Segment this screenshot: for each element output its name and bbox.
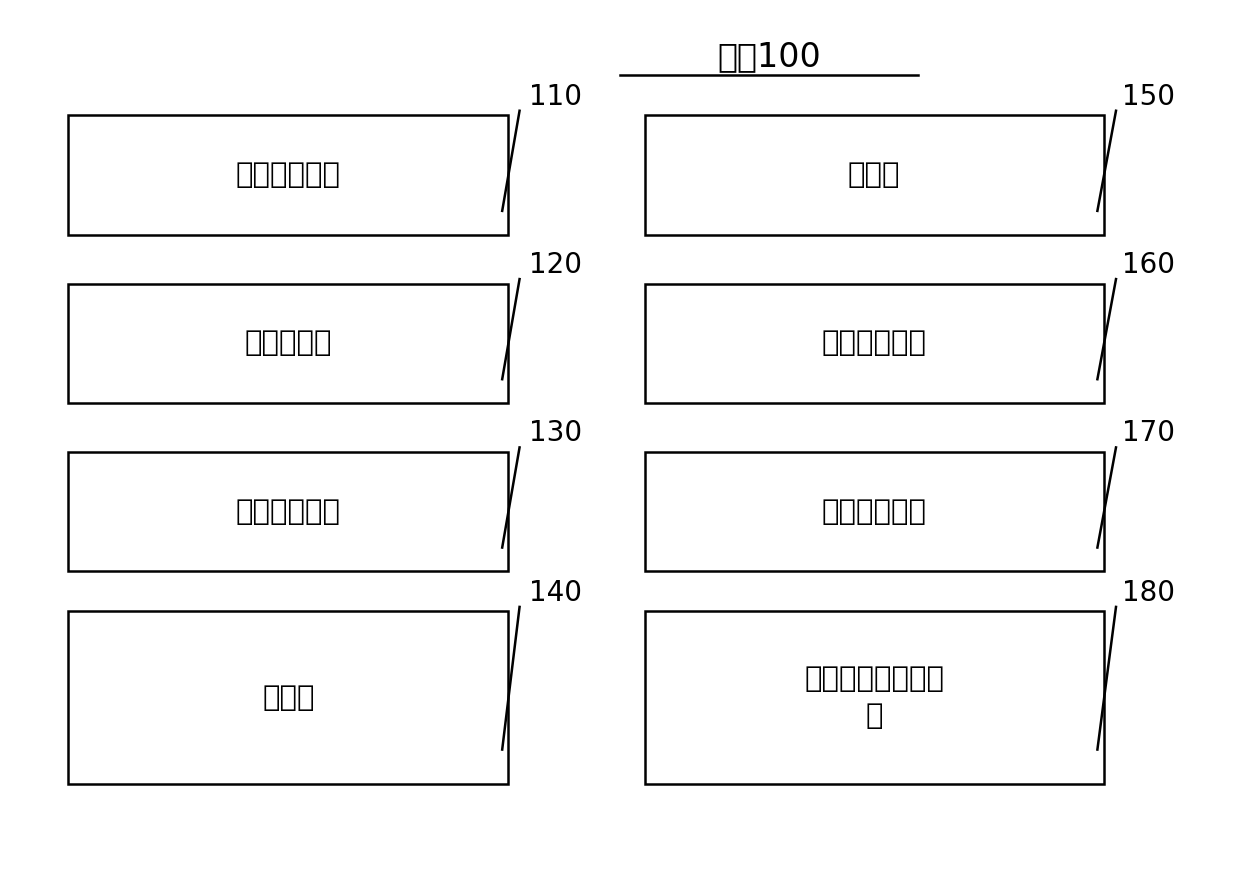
Bar [68, 115, 508, 235]
Text: 焊钉排队机构: 焊钉排队机构 [822, 498, 926, 525]
Text: 150: 150 [1122, 82, 1176, 111]
Text: 控制器: 控制器 [848, 161, 900, 189]
Text: 六自由度工业机器
人: 六自由度工业机器 人 [805, 665, 944, 730]
Text: 系统100: 系统100 [717, 40, 821, 73]
Bar [645, 452, 1104, 571]
Text: 180: 180 [1122, 579, 1176, 607]
Text: 140: 140 [529, 579, 583, 607]
Text: 视觉采集模块: 视觉采集模块 [236, 498, 341, 525]
Bar [645, 284, 1104, 403]
Bar [68, 452, 508, 571]
Text: 170: 170 [1122, 419, 1176, 447]
Text: 数据获取模块: 数据获取模块 [236, 161, 341, 189]
Text: 120: 120 [529, 251, 583, 279]
Text: 110: 110 [529, 82, 583, 111]
Text: 160: 160 [1122, 251, 1176, 279]
Bar [645, 115, 1104, 235]
Text: 标牌排队机构: 标牌排队机构 [822, 330, 926, 357]
Text: 标牌打印机: 标牌打印机 [244, 330, 332, 357]
Bar [68, 611, 508, 784]
Text: 130: 130 [529, 419, 583, 447]
Bar [645, 611, 1104, 784]
Text: 上位机: 上位机 [262, 684, 315, 711]
Bar [68, 284, 508, 403]
